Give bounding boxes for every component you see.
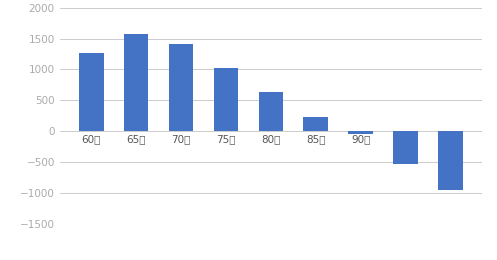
Bar: [438, 131, 463, 190]
Bar: [304, 117, 328, 131]
Bar: [258, 92, 283, 131]
Bar: [124, 34, 149, 131]
Bar: [214, 68, 238, 131]
Bar: [393, 131, 418, 164]
Bar: [79, 53, 103, 131]
Bar: [348, 131, 373, 134]
Bar: [168, 44, 193, 131]
